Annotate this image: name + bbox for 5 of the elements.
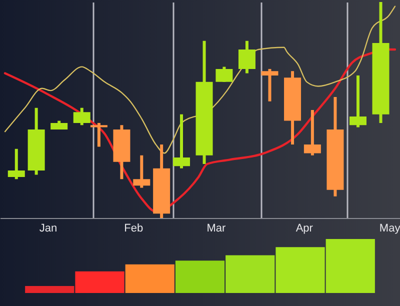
x-tick-label: Mar	[206, 222, 226, 234]
x-tick-label: Feb	[124, 222, 144, 234]
x-tick-label: May	[379, 222, 400, 234]
x-tick-label: Apr	[296, 222, 314, 234]
x-tick-label: Jan	[39, 222, 58, 234]
